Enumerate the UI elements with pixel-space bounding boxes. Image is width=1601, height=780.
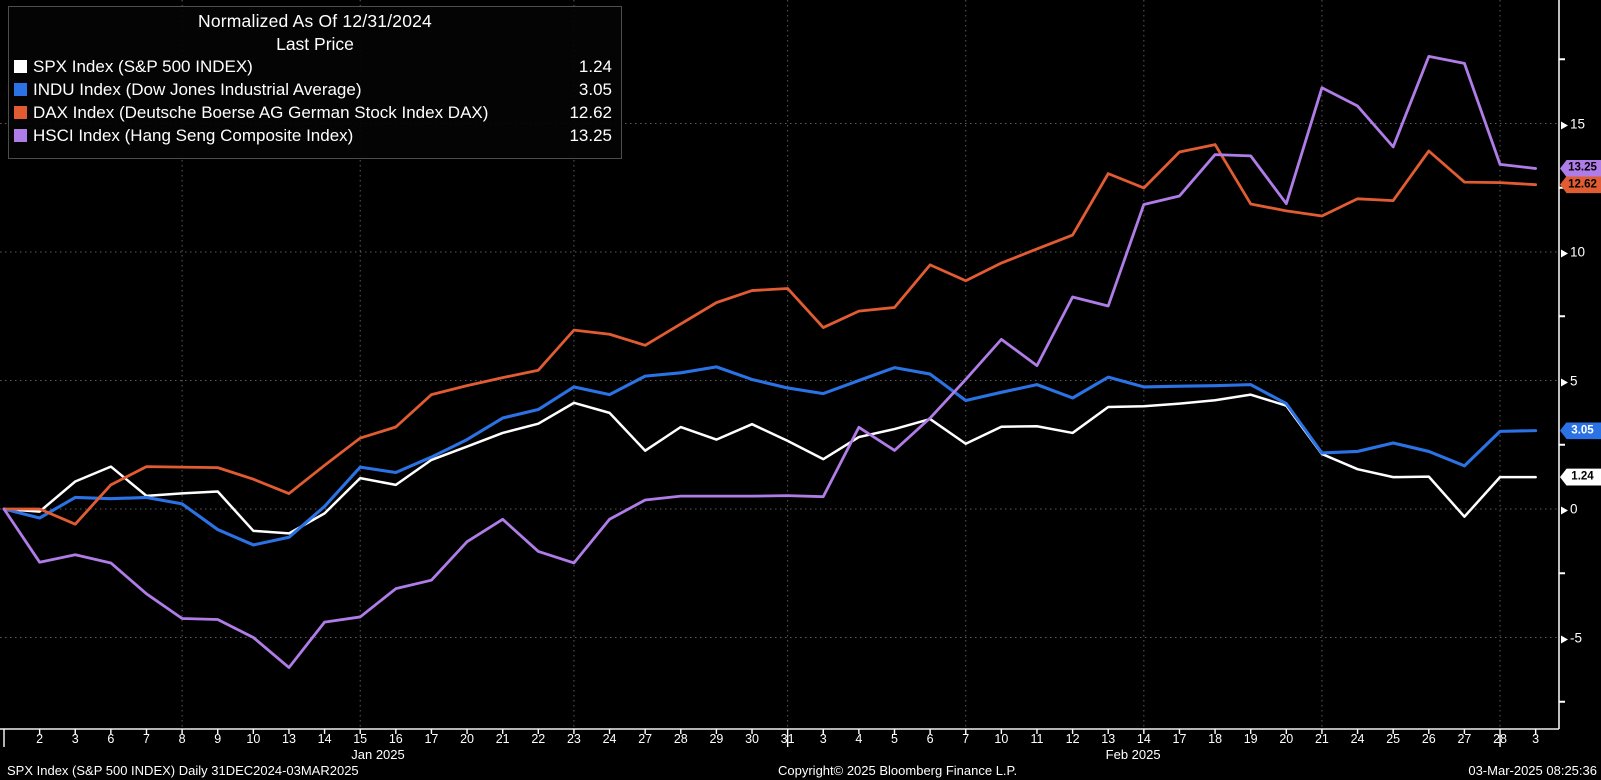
date-tick-label: 7 (962, 732, 970, 746)
series-line (2, 365, 1538, 547)
axis-tick-arrow-icon (1561, 506, 1568, 515)
last-price-badge: 3.05 (1560, 422, 1601, 440)
date-tick-label: 5 (891, 732, 898, 746)
date-tick-label: 21 (1314, 732, 1329, 746)
date-tick-label: 6 (107, 732, 115, 746)
date-tick-label: 17 (1172, 732, 1187, 746)
status-bar: SPX Index (S&P 500 INDEX) Daily 31DEC202… (0, 761, 1601, 780)
series-line (2, 393, 1537, 535)
date-tick-label: 28 (673, 732, 688, 746)
series-swatch-icon (14, 129, 27, 142)
y-axis-label: 10 (1561, 245, 1585, 260)
date-tick-label: 24 (1350, 732, 1365, 746)
date-tick-label: 4 (855, 732, 863, 746)
date-tick-label: 17 (424, 732, 439, 746)
date-tick-label: 7 (142, 732, 150, 746)
date-tick-label: 3 (71, 732, 79, 746)
axis-tick-arrow-icon (1561, 378, 1568, 386)
date-tick-label: 3 (819, 732, 827, 746)
series-swatch-icon (14, 106, 27, 119)
legend-row[interactable]: SPX Index (S&P 500 INDEX) 1.24 (9, 55, 621, 78)
date-tick-label: 24 (602, 732, 617, 746)
date-tick-label: 12 (1065, 732, 1080, 746)
date-tick-label: 10 (994, 732, 1009, 746)
axis-tick-arrow-icon (1561, 121, 1568, 129)
date-tick-label: 20 (1279, 732, 1294, 746)
date-tick-label: 11 (1030, 732, 1044, 746)
month-label: Feb 2025 (1105, 747, 1161, 762)
last-price-badge: 1.24 (1560, 468, 1601, 486)
date-tick-label: 21 (495, 732, 510, 746)
series-line (2, 55, 1538, 669)
axis-tick-arrow-icon (1561, 635, 1568, 643)
date-tick-label: 25 (1386, 732, 1401, 746)
series-name: HSCI Index (Hang Seng Composite Index) (33, 126, 354, 145)
date-tick-label: 18 (1208, 732, 1223, 746)
chart-legend: Normalized As Of 12/31/2024 Last Price S… (8, 6, 622, 159)
legend-row[interactable]: DAX Index (Deutsche Boerse AG German Sto… (9, 101, 621, 124)
series-name: SPX Index (S&P 500 INDEX) (33, 57, 253, 76)
date-tick-label: 14 (1136, 732, 1151, 746)
date-tick-label: 31 (780, 732, 795, 746)
series-last-value: 13.25 (569, 126, 612, 145)
month-label: Jan 2025 (351, 747, 405, 762)
date-tick-label: 9 (214, 732, 222, 746)
date-tick-label: 3 (1532, 732, 1540, 746)
date-tick-label: 15 (353, 732, 368, 746)
legend-title: Normalized As Of 12/31/2024 (197, 11, 432, 31)
date-tick-label: 23 (566, 732, 581, 746)
date-tick-label: 30 (745, 732, 759, 746)
date-tick-label: 13 (282, 732, 296, 746)
series-last-value: 3.05 (578, 80, 612, 99)
date-tick-label: 16 (388, 732, 403, 746)
date-tick-label: 2 (36, 732, 44, 746)
date-tick-label: 10 (246, 732, 261, 746)
date-tick-label: 28 (1493, 732, 1507, 746)
date-tick-label: 27 (1457, 732, 1472, 746)
footer-security-range: SPX Index (S&P 500 INDEX) Daily 31DEC202… (7, 763, 359, 778)
series-name: DAX Index (Deutsche Boerse AG German Sto… (33, 103, 489, 122)
y-axis-label: 0 (1561, 502, 1578, 517)
last-price-badge: 13.25 (1560, 159, 1601, 177)
series-last-value: 12.62 (569, 103, 612, 122)
date-tick-label: 27 (638, 732, 653, 746)
date-tick-label: 29 (709, 732, 724, 746)
date-tick-label: 14 (317, 732, 332, 746)
date-tick-label: 20 (460, 732, 474, 746)
legend-rows: SPX Index (S&P 500 INDEX) 1.24 INDU Index … (9, 55, 621, 147)
y-axis-label: -5 (1561, 630, 1582, 645)
date-tick-label: 19 (1243, 732, 1258, 746)
axis-tick-arrow-icon (1561, 249, 1568, 258)
series-name: INDU Index (Dow Jones Industrial Average… (33, 80, 362, 99)
date-tick-label: 8 (178, 732, 186, 746)
legend-subtitle: Last Price (276, 34, 354, 54)
series-line (2, 143, 1538, 526)
y-axis-label: 15 (1561, 116, 1585, 131)
date-tick-label: 6 (926, 732, 934, 746)
y-axis-label: 5 (1561, 373, 1578, 388)
footer-copyright: Copyright© 2025 Bloomberg Finance L.P. (778, 763, 1018, 778)
legend-row[interactable]: HSCI Index (Hang Seng Composite Index) 13… (9, 124, 621, 147)
series-swatch-icon (14, 83, 27, 96)
date-tick-label: 26 (1421, 732, 1436, 746)
legend-row[interactable]: INDU Index (Dow Jones Industrial Average… (9, 78, 621, 101)
series-last-value: 1.24 (578, 57, 612, 76)
date-tick-label: 13 (1101, 732, 1116, 746)
series-swatch-icon (14, 60, 27, 73)
date-tick-label: 22 (531, 732, 546, 746)
footer-timestamp: 03-Mar-2025 08:25:36 (1468, 763, 1597, 778)
last-price-badge: 12.62 (1560, 176, 1601, 194)
